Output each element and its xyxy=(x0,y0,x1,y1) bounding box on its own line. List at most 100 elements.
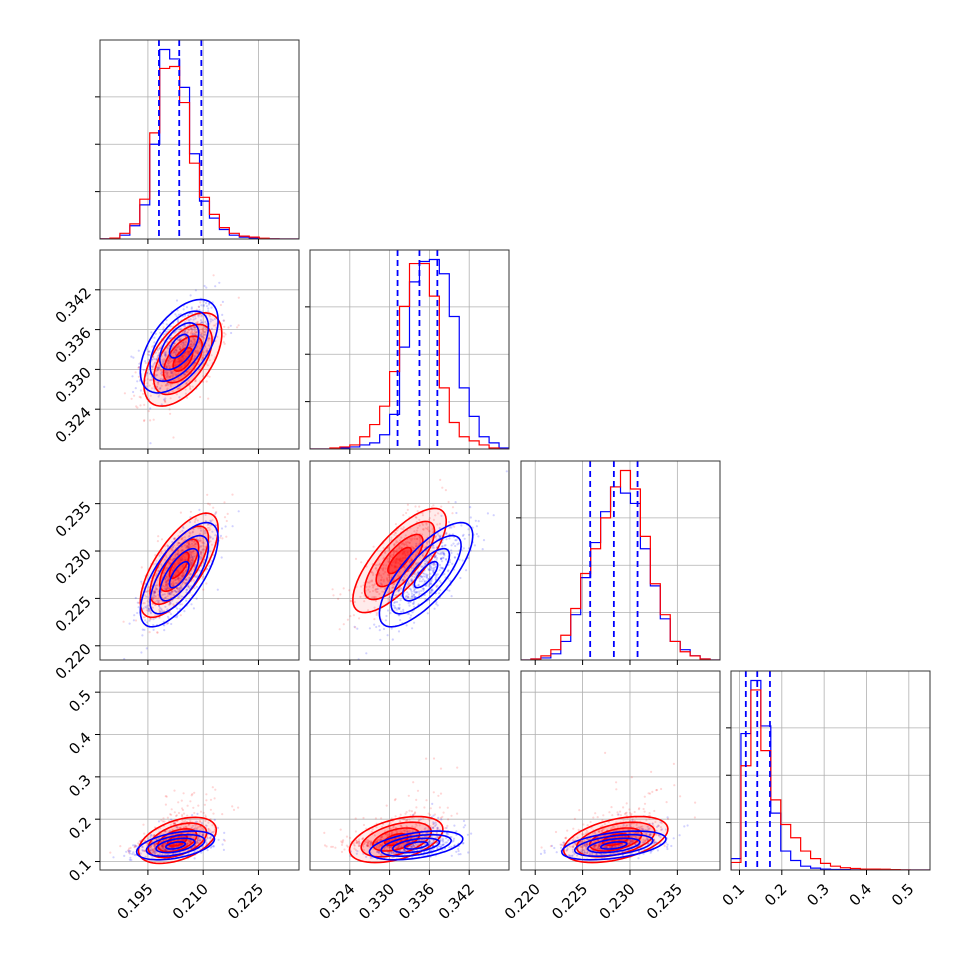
scatter-point xyxy=(189,835,192,838)
scatter-point xyxy=(193,580,196,583)
scatter-point xyxy=(188,560,191,563)
contour-series-b xyxy=(166,833,188,847)
scatter-point xyxy=(393,552,396,555)
scatter-point xyxy=(154,852,157,855)
scatter-point xyxy=(184,340,187,344)
scatter-point xyxy=(179,359,182,362)
scatter-point xyxy=(169,562,172,565)
scatter-point xyxy=(202,337,205,340)
scatter-point xyxy=(158,608,161,612)
scatter-point xyxy=(450,526,453,529)
scatter-point xyxy=(182,341,185,344)
scatter-point xyxy=(187,584,190,588)
scatter-point xyxy=(162,333,165,336)
scatter-point xyxy=(418,535,421,538)
scatter-panel-3-0 xyxy=(99,670,300,871)
scatter-point xyxy=(411,537,414,540)
scatter-point xyxy=(460,524,463,527)
scatter-point xyxy=(164,605,167,608)
scatter-point xyxy=(428,568,431,571)
scatter-point xyxy=(439,581,442,584)
scatter-point xyxy=(393,543,396,546)
scatter-point xyxy=(190,559,193,562)
scatter-point xyxy=(402,552,405,556)
scatter-point xyxy=(382,546,385,550)
scatter-point xyxy=(184,569,188,572)
scatter-point xyxy=(123,854,126,858)
scatter-point xyxy=(163,848,166,851)
scatter-point xyxy=(416,529,419,532)
scatter-point xyxy=(407,602,410,605)
scatter-point xyxy=(169,383,172,386)
scatter-point xyxy=(176,552,179,556)
scatter-point xyxy=(192,559,195,562)
scatter-point xyxy=(208,315,212,318)
scatter-point xyxy=(155,843,158,846)
scatter-point xyxy=(166,544,169,547)
scatter-point xyxy=(186,545,189,548)
scatter-point xyxy=(412,547,415,550)
scatter-point xyxy=(180,343,183,346)
scatter-point xyxy=(185,825,188,828)
scatter-point xyxy=(167,845,171,849)
scatter-point xyxy=(160,403,163,406)
scatter-point xyxy=(348,589,351,592)
scatter-point xyxy=(173,348,176,351)
scatter-point xyxy=(165,364,168,367)
scatter-point xyxy=(178,347,181,350)
scatter-point xyxy=(425,576,428,579)
scatter-point xyxy=(164,371,167,374)
scatter-point xyxy=(139,852,142,855)
scatter-point xyxy=(413,588,417,591)
scatter-point xyxy=(434,535,437,538)
scatter-point xyxy=(205,347,209,351)
scatter-point xyxy=(142,602,145,605)
scatter-point xyxy=(183,536,186,539)
scatter-point xyxy=(355,852,358,855)
scatter-point xyxy=(187,545,190,548)
scatter-point xyxy=(174,537,177,540)
scatter-point xyxy=(492,514,495,517)
scatter-point xyxy=(413,589,416,592)
scatter-point xyxy=(208,836,212,839)
scatter-point xyxy=(142,616,145,619)
scatter-point xyxy=(184,826,187,829)
scatter-point xyxy=(129,849,132,853)
scatter-point xyxy=(165,383,168,386)
scatter-point xyxy=(204,819,207,823)
scatter-point xyxy=(427,567,430,571)
scatter-point xyxy=(155,588,158,591)
scatter-point xyxy=(432,571,435,574)
scatter-point xyxy=(410,592,414,595)
scatter-point xyxy=(178,577,181,580)
scatter-point xyxy=(217,838,220,841)
scatter-point xyxy=(143,602,146,605)
scatter-point xyxy=(194,826,197,829)
scatter-point xyxy=(415,824,418,827)
scatter-point xyxy=(434,566,437,569)
scatter-point xyxy=(205,286,208,289)
scatter-point xyxy=(149,394,152,397)
scatter-point xyxy=(155,588,159,591)
scatter-point xyxy=(183,357,186,360)
scatter-point xyxy=(140,580,143,583)
scatter-point xyxy=(393,543,396,546)
scatter-point xyxy=(378,625,381,628)
scatter-point xyxy=(441,551,444,554)
scatter-point xyxy=(168,603,171,606)
scatter-point xyxy=(419,542,422,545)
scatter-point xyxy=(190,306,193,309)
scatter-point xyxy=(147,608,150,611)
scatter-point xyxy=(176,542,179,545)
scatter-point xyxy=(376,587,379,591)
scatter-point xyxy=(432,566,436,569)
scatter-point xyxy=(463,537,466,540)
contour-series-a xyxy=(413,560,439,589)
scatter-point xyxy=(169,583,173,586)
scatter-point xyxy=(198,837,202,840)
scatter-point xyxy=(389,827,393,831)
scatter-point xyxy=(162,571,166,574)
scatter-point xyxy=(390,576,393,579)
scatter-point xyxy=(433,813,437,816)
scatter-point xyxy=(161,363,165,366)
